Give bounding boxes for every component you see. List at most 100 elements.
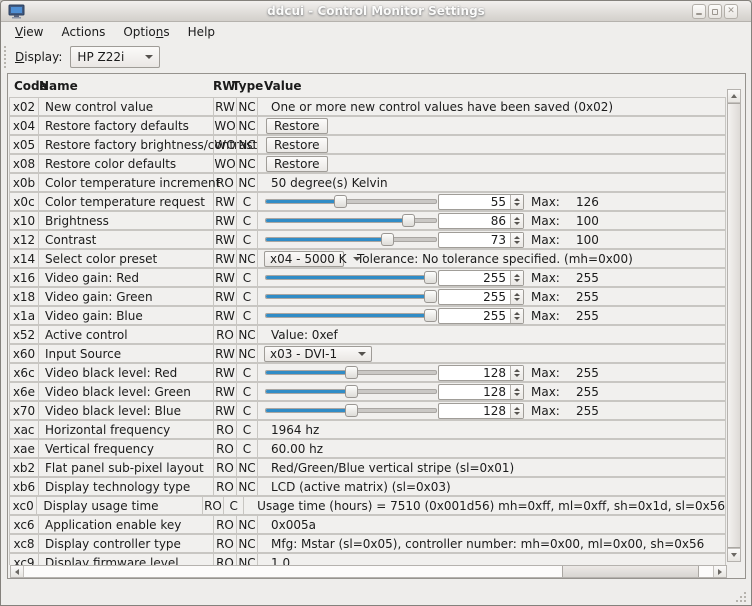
value-spinbox[interactable]: 55 bbox=[438, 194, 524, 210]
column-header-code: Code bbox=[14, 79, 48, 93]
spin-up-icon[interactable] bbox=[514, 369, 520, 372]
row-code: xae bbox=[10, 440, 39, 457]
max-label: Max: bbox=[531, 309, 560, 323]
menu-item-help[interactable]: Help bbox=[187, 24, 216, 39]
spin-down-icon[interactable] bbox=[514, 298, 520, 301]
slider-handle[interactable] bbox=[381, 233, 394, 246]
row-name: Video gain: Blue bbox=[39, 307, 214, 324]
resize-grip[interactable] bbox=[734, 590, 746, 602]
menu-item-options[interactable]: Options bbox=[123, 24, 170, 39]
spinbox-arrows[interactable] bbox=[510, 290, 523, 304]
row-value-cell: 128 Max: 255 bbox=[258, 364, 725, 381]
spinbox-arrows[interactable] bbox=[510, 385, 523, 399]
slider-handle[interactable] bbox=[334, 195, 347, 208]
value-slider[interactable] bbox=[265, 402, 437, 419]
spin-down-icon[interactable] bbox=[514, 374, 520, 377]
scroll-left-button[interactable] bbox=[11, 566, 24, 577]
horizontal-scrollbar-thumb[interactable] bbox=[562, 566, 699, 577]
slider-handle[interactable] bbox=[424, 309, 437, 322]
spin-down-icon[interactable] bbox=[514, 203, 520, 206]
toolbar-drag-handle[interactable] bbox=[4, 46, 8, 68]
row-code: x0c bbox=[10, 193, 39, 210]
slider-handle[interactable] bbox=[424, 290, 437, 303]
value-slider[interactable] bbox=[265, 193, 437, 210]
status-bar bbox=[1, 580, 751, 605]
slider-handle[interactable] bbox=[402, 214, 415, 227]
value-combo[interactable]: x04 - 5000 K bbox=[264, 250, 361, 267]
slider-handle[interactable] bbox=[424, 271, 437, 284]
spin-up-icon[interactable] bbox=[514, 293, 520, 296]
display-combo[interactable]: HP Z22i bbox=[70, 46, 161, 68]
value-spinbox[interactable]: 128 bbox=[438, 365, 524, 381]
value-slider[interactable] bbox=[265, 288, 437, 305]
row-type: NC bbox=[237, 155, 258, 172]
display-combo-value: HP Z22i bbox=[77, 50, 125, 64]
value-spinbox[interactable]: 128 bbox=[438, 384, 524, 400]
menu-item-actions[interactable]: Actions bbox=[61, 24, 106, 39]
title-bar[interactable]: ddcui - Control Monitor Settings ✕ bbox=[1, 1, 751, 22]
spin-up-icon[interactable] bbox=[514, 312, 520, 315]
slider-handle[interactable] bbox=[345, 366, 358, 379]
value-slider[interactable] bbox=[265, 212, 437, 229]
close-button[interactable]: ✕ bbox=[724, 4, 738, 19]
spinbox-arrows[interactable] bbox=[510, 366, 523, 380]
restore-button[interactable]: Restore bbox=[266, 155, 328, 172]
spin-down-icon[interactable] bbox=[514, 222, 520, 225]
value-text: 0x005a bbox=[271, 517, 316, 532]
value-slider[interactable] bbox=[265, 307, 437, 324]
spinbox-arrows[interactable] bbox=[510, 195, 523, 209]
table-row-x05: x05 Restore factory brightness/contrast … bbox=[9, 135, 726, 154]
spinbox-arrows[interactable] bbox=[510, 233, 523, 247]
spinbox-arrows[interactable] bbox=[510, 271, 523, 285]
spin-up-icon[interactable] bbox=[514, 274, 520, 277]
row-code: xc9 bbox=[10, 554, 39, 565]
value-spinbox[interactable]: 255 bbox=[438, 308, 524, 324]
max-label: Max: bbox=[531, 385, 560, 399]
slider-handle[interactable] bbox=[345, 385, 358, 398]
spin-up-icon[interactable] bbox=[514, 217, 520, 220]
row-name: Active control bbox=[39, 326, 214, 343]
value-slider[interactable] bbox=[265, 364, 437, 381]
spin-up-icon[interactable] bbox=[514, 198, 520, 201]
vertical-scrollbar-thumb[interactable] bbox=[728, 103, 740, 548]
value-text: 50 degree(s) Kelvin bbox=[271, 175, 388, 190]
value-combo[interactable]: x03 - DVI-1 bbox=[264, 345, 372, 362]
value-spinbox[interactable]: 73 bbox=[438, 232, 524, 248]
vertical-scrollbar[interactable] bbox=[727, 89, 741, 562]
scroll-up-button[interactable] bbox=[728, 90, 740, 103]
scroll-down-button[interactable] bbox=[728, 548, 740, 561]
value-spinbox[interactable]: 255 bbox=[438, 270, 524, 286]
spin-down-icon[interactable] bbox=[514, 279, 520, 282]
value-slider[interactable] bbox=[265, 383, 437, 400]
value-slider[interactable] bbox=[265, 269, 437, 286]
row-value-cell: Red/Green/Blue vertical stripe (sl=0x01) bbox=[258, 459, 725, 476]
row-type: NC bbox=[237, 250, 258, 267]
spin-down-icon[interactable] bbox=[514, 241, 520, 244]
maximize-button[interactable] bbox=[708, 4, 722, 19]
scroll-right-button[interactable] bbox=[713, 566, 726, 577]
spin-down-icon[interactable] bbox=[514, 317, 520, 320]
menu-item-view[interactable]: View bbox=[15, 24, 44, 39]
value-spinbox[interactable]: 255 bbox=[438, 289, 524, 305]
value-spinbox[interactable]: 86 bbox=[438, 213, 524, 229]
row-code: xb2 bbox=[10, 459, 39, 476]
spin-down-icon[interactable] bbox=[514, 393, 520, 396]
slider-fill bbox=[266, 295, 432, 298]
spinbox-arrows[interactable] bbox=[510, 214, 523, 228]
value-spinbox[interactable]: 128 bbox=[438, 403, 524, 419]
spinbox-arrows[interactable] bbox=[510, 309, 523, 323]
row-rw: RW bbox=[214, 250, 237, 267]
spin-down-icon[interactable] bbox=[514, 412, 520, 415]
slider-handle[interactable] bbox=[345, 404, 358, 417]
minimize-button[interactable] bbox=[692, 4, 706, 19]
restore-button[interactable]: Restore bbox=[266, 136, 328, 153]
spinbox-arrows[interactable] bbox=[510, 404, 523, 418]
horizontal-scrollbar[interactable] bbox=[10, 565, 727, 578]
spin-up-icon[interactable] bbox=[514, 236, 520, 239]
restore-button[interactable]: Restore bbox=[266, 117, 328, 134]
row-name: Application enable key bbox=[39, 516, 214, 533]
row-name: Display usage time bbox=[37, 497, 203, 514]
value-slider[interactable] bbox=[265, 231, 437, 248]
spin-up-icon[interactable] bbox=[514, 388, 520, 391]
spin-up-icon[interactable] bbox=[514, 407, 520, 410]
